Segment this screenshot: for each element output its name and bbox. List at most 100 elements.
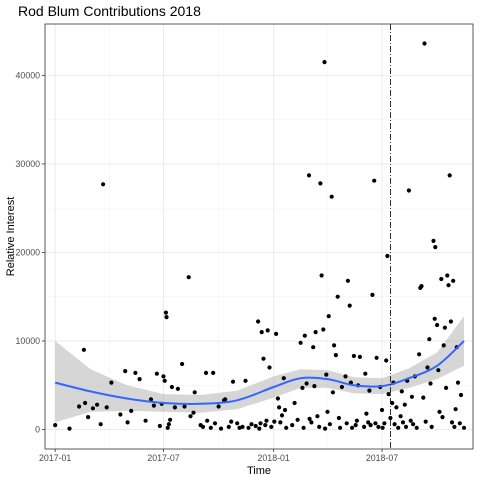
data-point (403, 424, 409, 429)
data-point (344, 421, 349, 426)
data-point (382, 421, 387, 426)
data-point (200, 424, 206, 429)
data-point (164, 315, 169, 320)
data-point (319, 273, 324, 278)
data-point (442, 325, 447, 330)
data-point (448, 319, 453, 324)
data-point (446, 283, 451, 288)
data-point (175, 386, 180, 391)
data-point (388, 415, 393, 421)
data-point (169, 384, 174, 390)
data-point (182, 404, 187, 409)
data-point (284, 425, 289, 430)
data-point (330, 390, 335, 395)
data-point (83, 400, 88, 406)
data-point (230, 379, 236, 384)
data-point (282, 407, 288, 413)
data-point (321, 327, 326, 332)
data-point (332, 343, 337, 348)
data-point (439, 276, 444, 282)
data-point (433, 245, 438, 250)
y-tick-label: 0 (35, 425, 40, 435)
data-point (95, 402, 100, 407)
data-point (444, 385, 449, 390)
data-point (272, 419, 277, 424)
data-point (326, 314, 331, 319)
data-point (165, 425, 170, 430)
data-point (455, 380, 461, 385)
data-point (372, 178, 377, 183)
data-point (376, 424, 381, 429)
data-point (373, 421, 378, 426)
data-point (329, 194, 334, 199)
data-point (211, 370, 216, 375)
data-point (362, 424, 367, 429)
data-point (400, 420, 406, 425)
data-point (180, 361, 185, 367)
x-tick-label: 2017-01 (39, 453, 71, 463)
data-point (322, 60, 327, 65)
data-point (343, 374, 348, 379)
data-point (263, 423, 268, 428)
data-point (313, 330, 318, 335)
data-point (148, 397, 154, 402)
points-layer (53, 41, 467, 431)
data-point (137, 377, 142, 382)
x-axis: 2017-01 2017-07 2018-01 2018-07 (39, 449, 398, 463)
data-point (281, 376, 286, 381)
data-point (274, 331, 279, 336)
data-point (432, 316, 437, 321)
data-point (246, 425, 251, 430)
data-point (166, 422, 171, 427)
data-point (390, 400, 395, 406)
data-point (385, 253, 390, 259)
data-point (338, 425, 343, 430)
y-axis-title: Relative Interest (5, 197, 17, 276)
data-point (151, 403, 156, 408)
data-point (205, 418, 210, 423)
data-point (104, 405, 109, 410)
data-point (453, 407, 458, 412)
data-point (408, 418, 413, 423)
data-point (304, 381, 309, 386)
data-point (367, 388, 372, 393)
data-point (398, 414, 403, 419)
data-point (357, 354, 362, 359)
data-point (399, 389, 404, 394)
y-axis: 0 10000 20000 30000 40000 (16, 70, 45, 435)
data-point (364, 411, 369, 416)
data-point (414, 425, 419, 430)
data-point (436, 368, 441, 373)
data-point (188, 414, 193, 419)
data-point (240, 424, 245, 429)
data-point (168, 417, 173, 422)
data-point (368, 423, 373, 428)
data-point (267, 365, 272, 370)
data-point (374, 355, 379, 360)
data-point (317, 424, 322, 429)
data-point (203, 370, 209, 375)
data-point (431, 238, 436, 243)
data-point (411, 422, 416, 427)
data-point (402, 402, 407, 407)
data-point (419, 284, 424, 289)
data-point (325, 409, 330, 414)
data-point (259, 330, 264, 335)
data-point (379, 407, 385, 413)
data-point (295, 417, 300, 422)
confidence-band (55, 316, 464, 423)
data-point (261, 356, 266, 361)
data-point (336, 415, 341, 421)
data-point (226, 424, 231, 429)
data-point (264, 418, 269, 423)
data-point (452, 424, 457, 429)
data-point (429, 424, 434, 429)
data-point (249, 422, 254, 427)
data-point (212, 421, 218, 426)
data-point (461, 425, 467, 430)
data-point (192, 390, 197, 395)
data-point (323, 426, 328, 431)
data-point (351, 353, 356, 359)
data-point (394, 405, 399, 410)
data-point (154, 371, 159, 376)
